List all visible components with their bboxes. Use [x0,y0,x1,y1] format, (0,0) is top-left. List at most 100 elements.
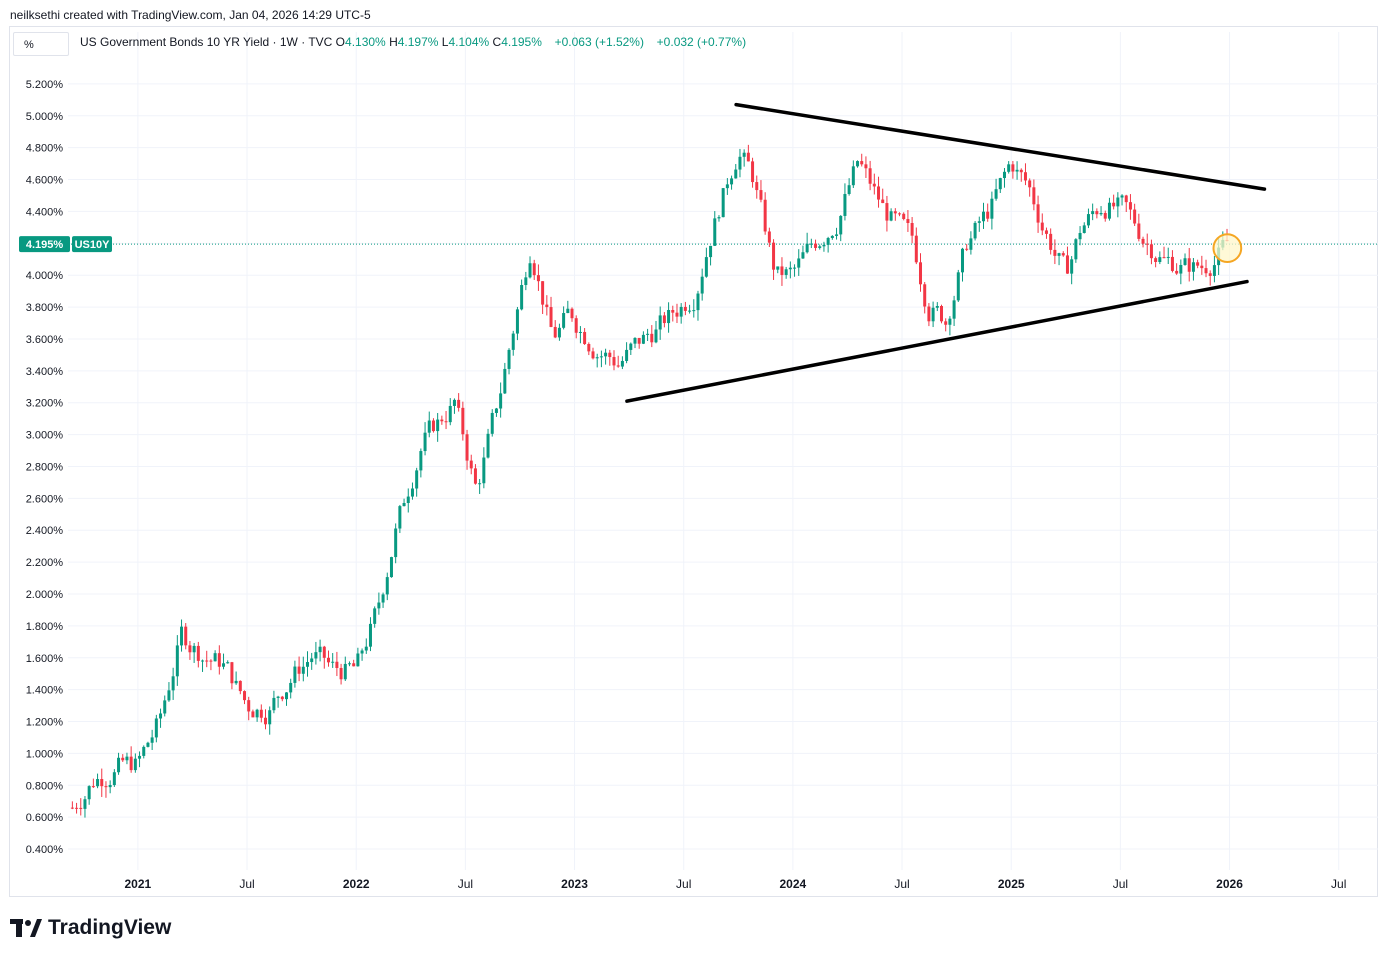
candle [318,639,322,662]
y-tick-label: 1.400% [26,685,64,697]
candle [881,188,885,204]
y-tick-label: 2.600% [26,493,64,505]
candle [935,302,939,312]
candle [1133,203,1137,226]
candle-body [885,203,889,221]
candle-body [343,663,347,680]
candle [335,651,339,677]
candle [394,523,398,564]
candle [713,211,717,246]
candle-body [1061,253,1065,256]
candle [1107,197,1111,221]
candle [482,447,486,489]
candle-body [700,276,704,294]
candle [595,353,599,368]
candle [331,653,335,668]
candle-body [562,313,566,328]
candle [717,215,721,222]
y-tick-label: 3.200% [26,398,64,410]
candle [142,745,146,759]
y-tick-label: 4.800% [26,143,64,155]
candle-body [360,650,364,654]
candle [650,325,654,348]
candle [133,753,137,773]
candle-body [960,248,964,273]
candle [1015,161,1019,180]
candle [545,295,549,316]
candle [574,315,578,339]
candle [805,232,809,254]
legend-high-value: 4.197% [397,35,439,49]
candle [1166,247,1170,265]
candle [801,245,805,259]
candle-body [436,419,440,432]
candle-body [692,310,696,312]
attribution-text: neilksethi created with TradingView.com,… [10,8,371,22]
candle-body [251,711,255,718]
candle-body [1200,265,1204,269]
candle [1078,226,1082,246]
candle [704,247,708,278]
candle [201,659,205,672]
candle [423,422,427,456]
candle [1002,168,1006,188]
legend-low-label: L [441,35,449,49]
candle [440,415,444,425]
candle [108,780,112,794]
candle [856,160,860,168]
candle-body [335,661,339,669]
candle-body [146,742,150,747]
candle-body [247,700,251,712]
candle-body [696,293,700,311]
candle-body [1103,212,1107,219]
candle-body [213,653,217,662]
candle [851,160,855,188]
candle-body [1032,187,1036,205]
candle [192,642,196,663]
candle [847,178,851,196]
candle [776,266,780,274]
candle [965,244,969,252]
candle-body [406,496,410,504]
candle-body [91,786,95,788]
candle [457,393,461,412]
candle [969,231,973,255]
tradingview-logo-icon [10,919,42,937]
tradingview-logo[interactable]: TradingView [10,916,171,940]
candle-body [553,326,557,338]
candle [910,217,914,244]
candle-body [1208,273,1212,276]
candle-body [209,660,213,662]
unit-toggle-button[interactable]: % [13,32,69,56]
candle [1095,208,1099,219]
candle-body [478,483,482,485]
candle-body [289,682,293,693]
candle [352,659,356,667]
candle-body [305,662,309,667]
candle [339,663,343,685]
candle-body [818,246,822,248]
y-tick-label: 2.200% [26,557,64,569]
candle [389,556,393,578]
candle [709,245,713,266]
candle-body [347,663,351,665]
candle [117,752,121,775]
candle-body [238,680,242,692]
candle [1120,194,1124,206]
candle-body [427,420,431,433]
candle-body [986,211,990,219]
candle [259,704,263,723]
candle-body [520,285,524,310]
candle [159,708,163,728]
candle [725,178,729,195]
highlight-circle [1212,233,1243,263]
candle-body [326,657,330,663]
candle-body [419,451,423,471]
candle [1044,227,1048,239]
candle [981,202,985,229]
candle [830,235,834,240]
candle [654,320,658,344]
candle-body [969,238,973,250]
candle-body [490,412,494,434]
